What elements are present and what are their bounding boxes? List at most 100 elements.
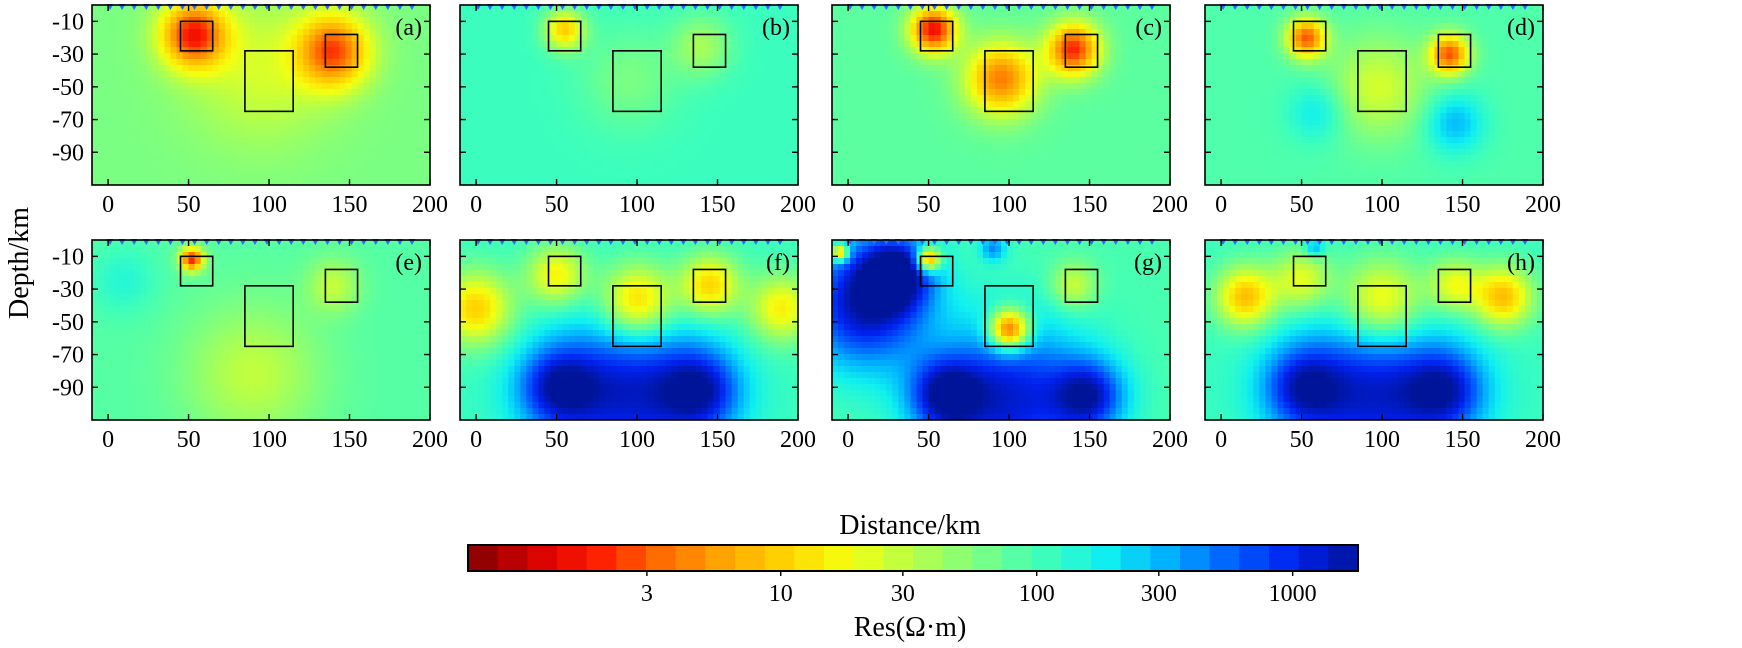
heat-cell <box>291 59 298 66</box>
heat-cell <box>994 89 1002 96</box>
heat-cell <box>635 131 642 138</box>
heat-cell <box>357 5 365 12</box>
heat-cell <box>892 119 899 126</box>
heat-cell <box>116 59 123 66</box>
heat-cell <box>580 5 588 12</box>
heat-cell <box>1157 11 1165 18</box>
heat-cell <box>98 131 105 138</box>
heat-cell <box>321 167 328 174</box>
heat-cell <box>749 137 757 144</box>
heat-cell <box>460 119 467 126</box>
heat-cell <box>647 161 654 168</box>
heat-cell <box>303 65 310 72</box>
heat-cell <box>496 95 503 102</box>
heat-cell <box>399 71 407 78</box>
heat-cell <box>423 77 430 84</box>
heat-cell <box>254 173 262 180</box>
heat-cell <box>586 149 594 156</box>
heat-cell <box>592 83 600 90</box>
heat-cell <box>496 113 503 120</box>
heat-cell <box>200 149 208 156</box>
heat-cell <box>940 89 948 96</box>
heat-cell <box>375 149 383 156</box>
heat-cell <box>952 11 960 18</box>
heat-cell <box>719 179 727 185</box>
heat-cell <box>773 107 781 114</box>
heat-cell <box>707 29 715 36</box>
heat-cell <box>261 119 268 126</box>
heat-cell <box>1049 155 1056 162</box>
heat-cell <box>146 35 153 42</box>
heat-cell <box>405 35 413 42</box>
heat-cell <box>592 5 600 12</box>
heat-cell <box>880 137 887 144</box>
heat-cell <box>1025 149 1032 156</box>
heat-cell <box>291 125 298 132</box>
heat-cell <box>880 35 887 42</box>
heat-cell <box>779 149 787 156</box>
heat-cell <box>242 35 250 42</box>
heat-cell <box>122 101 129 108</box>
heat-cell <box>333 83 341 90</box>
heat-cell <box>387 143 395 150</box>
heat-cell <box>1157 77 1165 84</box>
heat-cell <box>466 173 473 180</box>
heat-cell <box>134 59 141 66</box>
heat-cell <box>1079 5 1087 12</box>
heat-cell <box>152 137 159 144</box>
heat-cell <box>779 161 787 168</box>
heat-cell <box>958 95 966 102</box>
heat-cell <box>1001 161 1008 168</box>
heat-cell <box>92 17 99 24</box>
heat-cell <box>562 11 570 18</box>
heat-cell <box>665 41 672 48</box>
heat-cell <box>291 35 298 42</box>
heat-cell <box>399 83 407 90</box>
heat-cell <box>695 113 703 120</box>
heat-cell <box>779 107 787 114</box>
heat-cell <box>832 95 839 102</box>
heat-cell <box>1007 155 1014 162</box>
heat-cell <box>731 71 739 78</box>
heat-cell <box>838 41 845 48</box>
heat-cell <box>647 41 654 48</box>
heat-cell <box>862 53 869 60</box>
heat-cell <box>417 65 425 72</box>
heat-cell <box>791 29 798 36</box>
heat-cell <box>719 23 727 30</box>
resistivity-field <box>460 5 798 185</box>
heat-cell <box>880 71 887 78</box>
heat-cell <box>279 143 286 150</box>
heat-cell <box>880 113 887 120</box>
heat-cell <box>562 23 570 30</box>
heat-cell <box>405 89 413 96</box>
x-tick-label: 50 <box>177 192 201 218</box>
heat-cell <box>940 149 948 156</box>
heat-cell <box>484 107 491 114</box>
heat-cell <box>98 59 105 66</box>
heat-cell <box>767 149 775 156</box>
heat-cell <box>1115 47 1123 54</box>
heat-cell <box>116 179 123 185</box>
heat-cell <box>514 41 521 48</box>
heat-cell <box>1025 155 1032 162</box>
heat-cell <box>761 173 769 180</box>
heat-cell <box>976 77 984 84</box>
heat-cell <box>737 137 745 144</box>
heat-cell <box>98 167 105 174</box>
heat-cell <box>1073 95 1081 102</box>
heat-cell <box>248 125 256 132</box>
heat-cell <box>976 17 984 24</box>
heat-cell <box>1139 77 1147 84</box>
heat-cell <box>791 137 798 144</box>
heat-cell <box>363 161 371 168</box>
heat-cell <box>659 107 666 114</box>
heat-cell <box>1133 11 1141 18</box>
heat-cell <box>994 161 1002 168</box>
heat-cell <box>526 59 534 66</box>
heat-cell <box>303 59 310 66</box>
heat-cell <box>285 65 292 72</box>
heat-cell <box>170 83 178 90</box>
heat-cell <box>743 95 751 102</box>
heat-cell <box>170 71 178 78</box>
